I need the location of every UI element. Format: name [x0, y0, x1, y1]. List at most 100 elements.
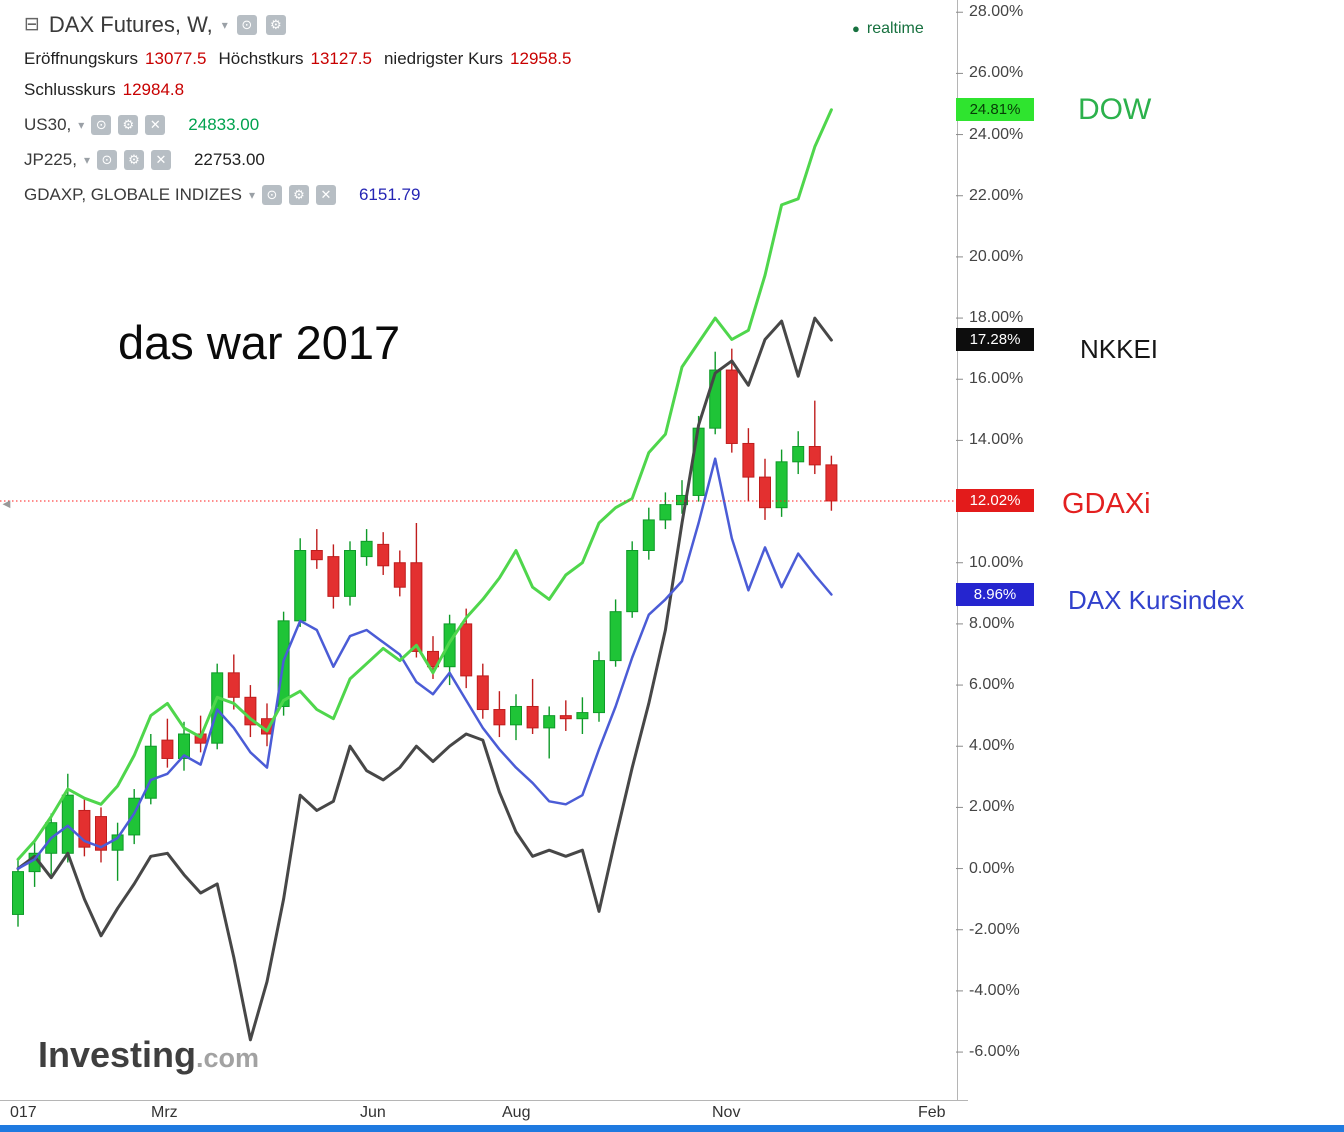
- candle-body: [310, 550, 323, 561]
- candle-body: [410, 562, 423, 652]
- overlay-symbol[interactable]: GDAXP, GLOBALE INDIZES: [24, 185, 242, 204]
- series-annotation-dax-kursindex[interactable]: DAX Kursindex: [1068, 585, 1245, 615]
- y-axis-label: -6.00%: [969, 1043, 1020, 1061]
- symbol-title-row: ⊟ DAX Futures, W, ▾ ⊙ ⚙: [24, 12, 583, 38]
- gear-icon[interactable]: ⚙: [288, 185, 309, 205]
- candle-body: [95, 816, 107, 851]
- candle-body: [559, 715, 572, 720]
- candle-body: [377, 543, 390, 567]
- realtime-indicator: ● realtime: [852, 20, 924, 38]
- candle-body: [609, 611, 622, 662]
- overlay-symbol[interactable]: JP225,: [24, 150, 77, 169]
- high-value: 13127.5: [310, 49, 372, 68]
- y-axis-label: 26.00%: [969, 64, 1024, 82]
- close-icon[interactable]: ✕: [145, 115, 166, 135]
- x-axis-label: Jun: [360, 1104, 386, 1121]
- overlay-value: 6151.79: [358, 185, 421, 204]
- candle-body: [344, 550, 356, 597]
- candle-body: [659, 504, 672, 521]
- close-row: Schlusskurs 12984.8: [24, 80, 583, 100]
- candle-body: [427, 650, 439, 668]
- overlay-symbol-rows: US30, ▾ ⊙ ⚙ ✕ 24833.00 JP225, ▾ ⊙ ⚙ ✕ 22753.00 GDAXP…: [24, 115, 583, 205]
- x-axis-label: 017: [10, 1104, 37, 1121]
- candle-body: [144, 745, 157, 799]
- gear-icon[interactable]: ⚙: [118, 115, 139, 135]
- y-axis-label: 22.00%: [969, 186, 1024, 204]
- chart-legend: ⊟ DAX Futures, W, ▾ ⊙ ⚙ Eröffnungskurs 13…: [24, 12, 583, 205]
- y-axis-label: 20.00%: [969, 247, 1024, 265]
- watermark: Investing.com: [38, 1034, 259, 1076]
- realtime-label: realtime: [866, 20, 924, 37]
- collapse-icon[interactable]: ⊟: [24, 14, 40, 35]
- close-label: Schlusskurs: [24, 80, 116, 99]
- eye-icon[interactable]: ⊙: [91, 115, 112, 135]
- chevron-down-icon[interactable]: ▾: [83, 153, 90, 167]
- high-label: Höchstkurs: [218, 49, 304, 68]
- open-value: 13077.5: [145, 49, 207, 68]
- y-axis-label: 16.00%: [969, 370, 1024, 388]
- candle-body: [393, 562, 406, 588]
- bottom-edge-bar: [0, 1125, 1344, 1132]
- eye-icon[interactable]: ⊙: [236, 15, 257, 35]
- low-value: 12958.5: [510, 49, 572, 68]
- candle-body: [12, 871, 24, 915]
- candle-body: [476, 675, 489, 711]
- close-icon[interactable]: ✕: [315, 185, 336, 205]
- price-chart-canvas[interactable]: [0, 0, 968, 1102]
- watermark-suffix: .com: [196, 1043, 260, 1073]
- series-line-dax-kursindex: [16, 457, 833, 870]
- price-tag-dow: 24.81%: [956, 97, 1034, 121]
- series-annotation-nkkei[interactable]: NKKEI: [1080, 334, 1159, 364]
- text-annotation[interactable]: das war 2017: [118, 316, 401, 369]
- symbol-title[interactable]: DAX Futures, W,: [48, 12, 213, 37]
- y-axis-label: 14.00%: [969, 431, 1024, 449]
- candle-body: [360, 540, 373, 558]
- y-axis-label: 4.00%: [969, 737, 1015, 755]
- y-axis-label: 24.00%: [969, 125, 1024, 143]
- chevron-down-icon[interactable]: ▾: [248, 188, 255, 202]
- candle-body: [111, 834, 124, 851]
- candle-body: [327, 556, 340, 597]
- candle-body: [178, 733, 190, 759]
- candle-body: [593, 660, 605, 714]
- x-axis-label: Aug: [502, 1104, 531, 1121]
- close-value: 12984.8: [122, 80, 185, 99]
- price-tag-dax-kursindex: 8.96%: [956, 582, 1034, 606]
- y-axis-label: 6.00%: [969, 676, 1015, 694]
- candle-body: [543, 715, 556, 729]
- candle-body: [78, 809, 91, 848]
- x-axis-label: Mrz: [151, 1104, 178, 1121]
- realtime-dot-icon: ●: [852, 21, 860, 36]
- overlay-value: 24833.00: [188, 115, 260, 134]
- eye-icon[interactable]: ⊙: [261, 185, 282, 205]
- overlay-row-0: US30, ▾ ⊙ ⚙ ✕ 24833.00: [24, 115, 583, 135]
- candle-body: [227, 672, 240, 698]
- scroll-left-arrow[interactable]: ◄: [0, 496, 13, 511]
- candle-body: [161, 739, 174, 759]
- candle-body: [709, 369, 722, 429]
- price-tag-nkkei: 17.28%: [956, 328, 1034, 352]
- chevron-down-icon[interactable]: ▾: [221, 18, 228, 32]
- candle-body: [825, 464, 838, 502]
- gear-icon[interactable]: ⚙: [265, 15, 286, 35]
- overlay-symbol[interactable]: US30,: [24, 115, 72, 134]
- overlay-row-1: JP225, ▾ ⊙ ⚙ ✕ 22753.00: [24, 150, 583, 170]
- close-icon[interactable]: ✕: [150, 150, 171, 170]
- overlay-value: 22753.00: [193, 150, 265, 169]
- candle-body: [526, 705, 539, 729]
- gear-icon[interactable]: ⚙: [123, 150, 144, 170]
- y-axis-label: -2.00%: [969, 920, 1020, 938]
- candle-body: [244, 696, 257, 726]
- eye-icon[interactable]: ⊙: [96, 150, 117, 170]
- candle-body: [759, 476, 771, 509]
- chevron-down-icon[interactable]: ▾: [78, 118, 85, 132]
- y-axis-label: 0.00%: [969, 859, 1015, 877]
- candle-body: [742, 442, 755, 478]
- candle-body: [576, 712, 589, 720]
- series-annotation-gdaxi[interactable]: GDAXi: [1062, 488, 1151, 520]
- y-axis-label: 10.00%: [969, 553, 1024, 571]
- y-axis-label: 28.00%: [969, 3, 1024, 21]
- candle-body: [642, 519, 655, 552]
- series-annotation-dow[interactable]: DOW: [1078, 93, 1152, 126]
